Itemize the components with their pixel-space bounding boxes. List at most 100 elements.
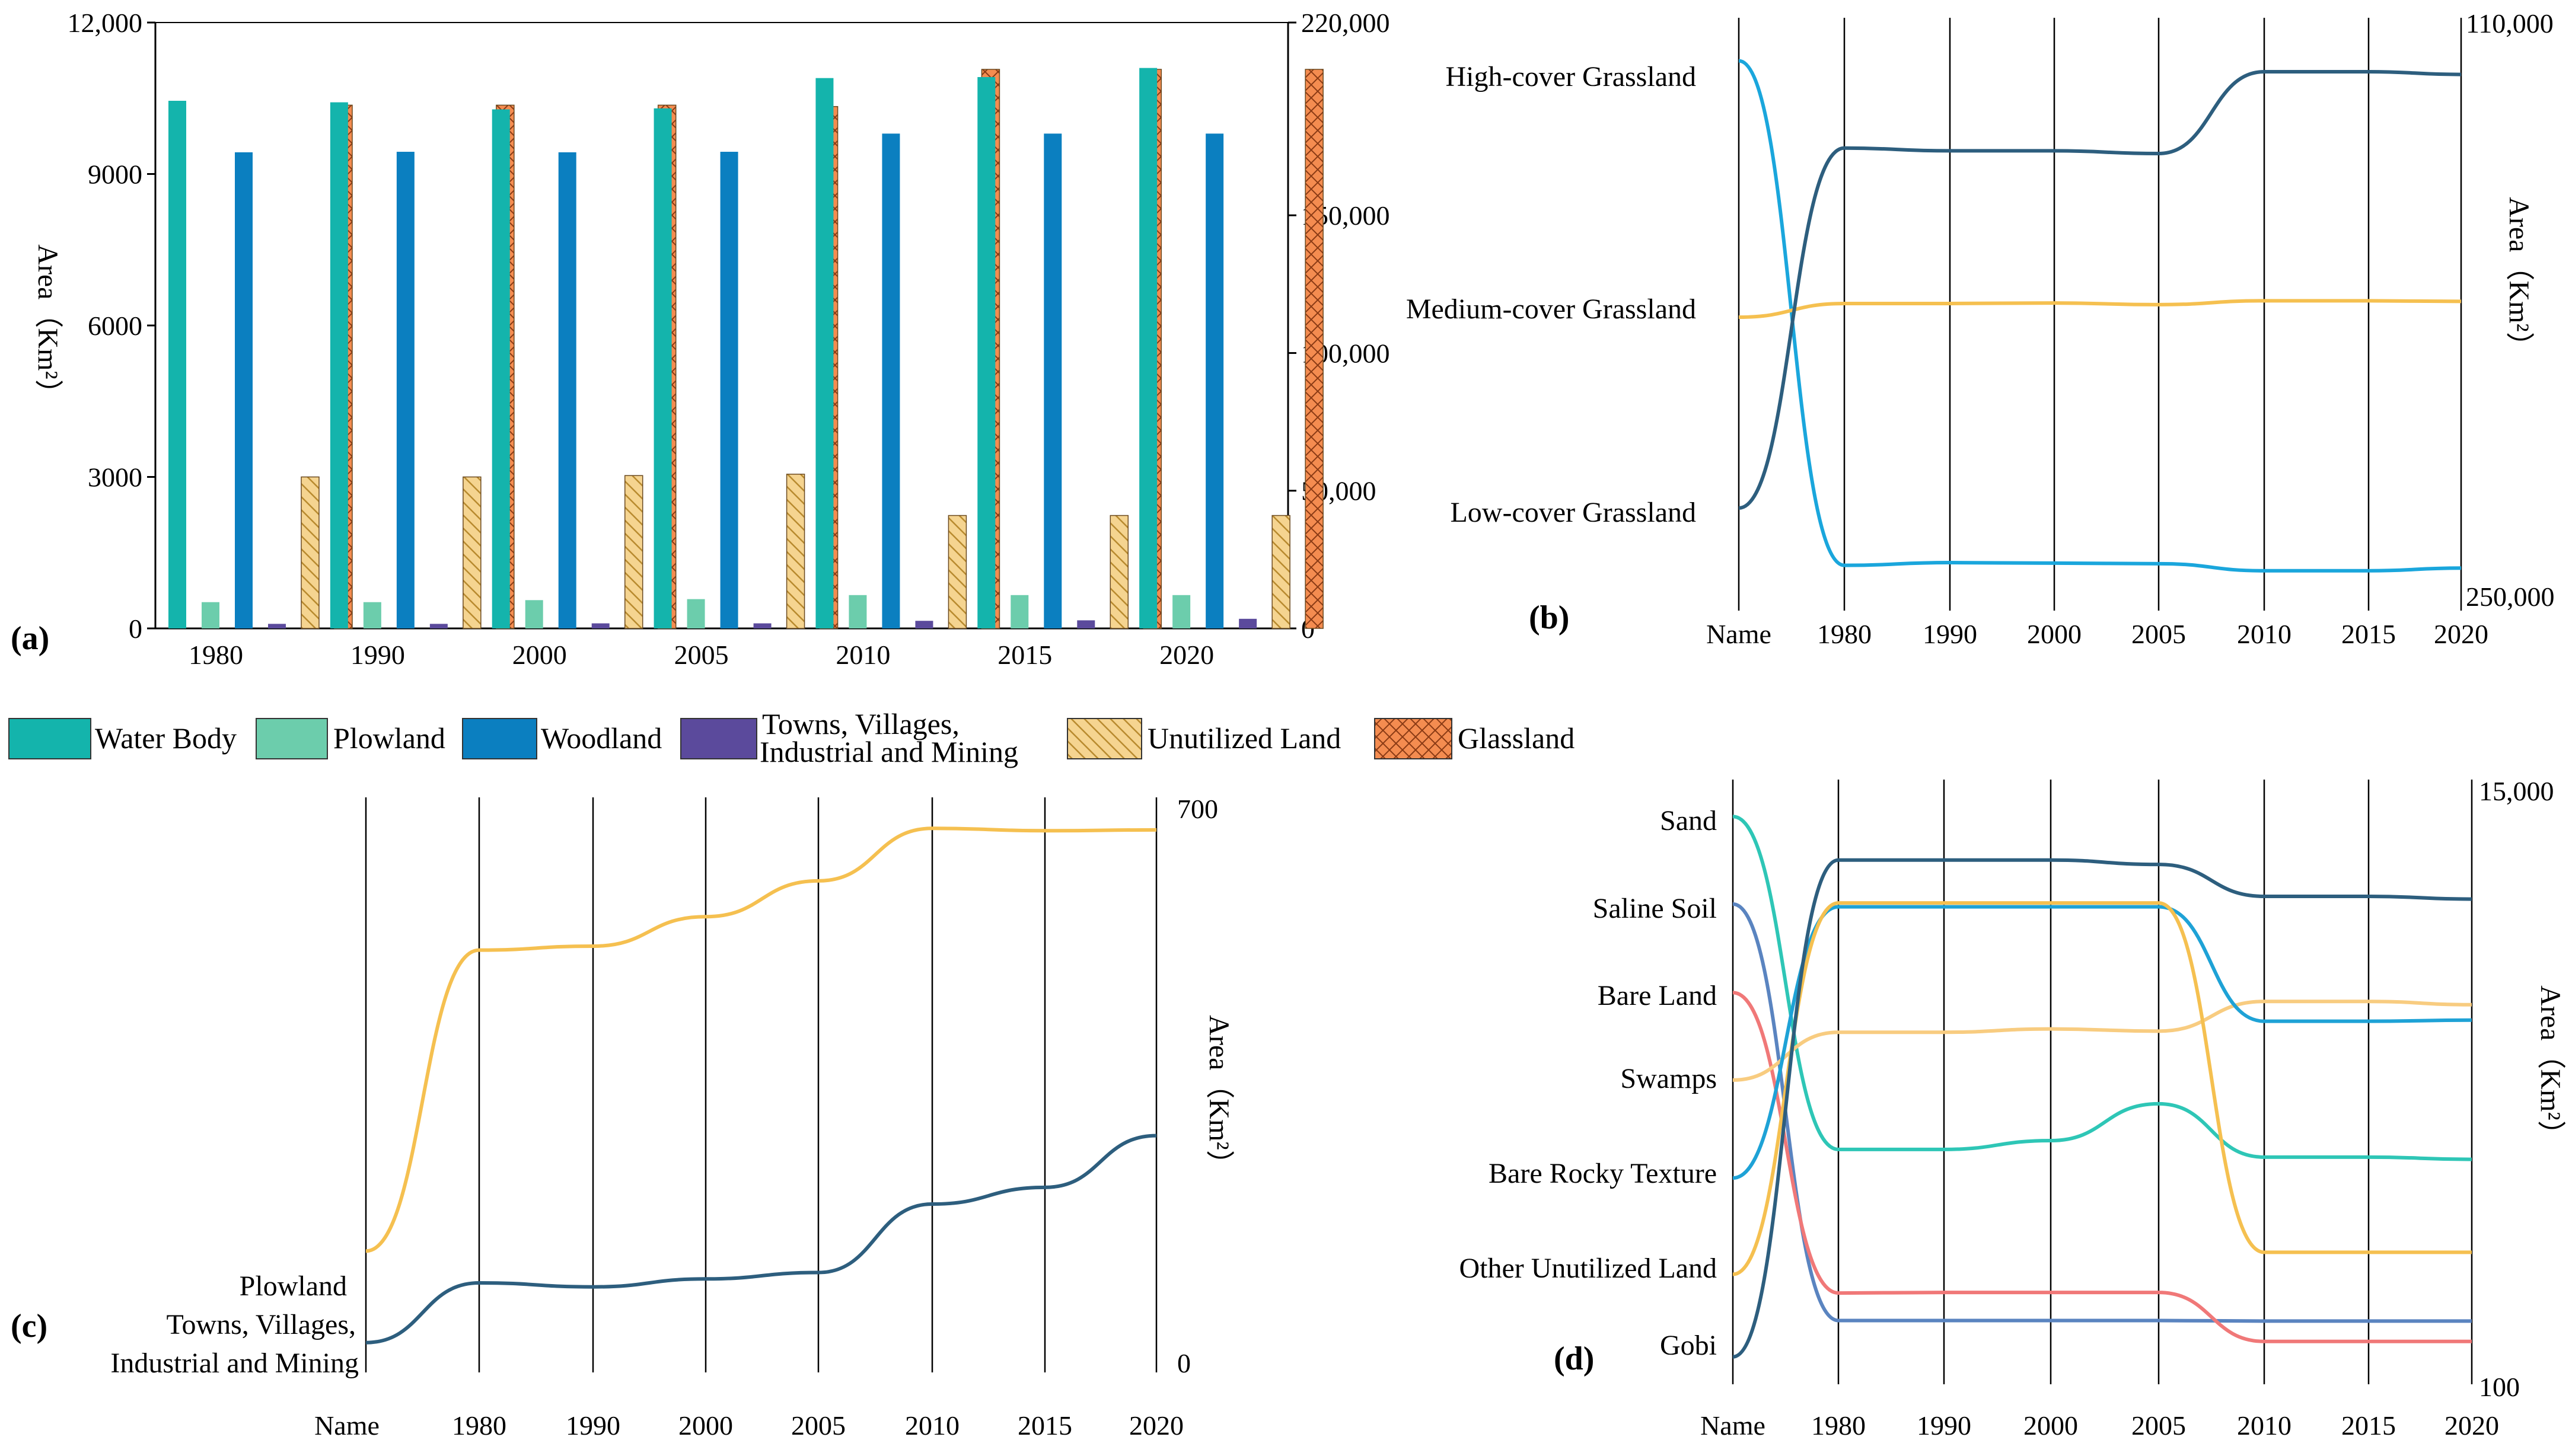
bar-woodland [558,152,576,629]
legend-label: Towns, Villages, [762,707,960,740]
series-line [365,1133,1157,1345]
bar-glassland [1305,69,1324,629]
x-tick-label: Name [1700,1410,1765,1441]
bar-water-body [654,108,672,629]
x-tick-label: 2020 [2444,1410,2499,1441]
panel-label-c: (c) [11,1308,47,1345]
series-label: Saline Soil [1593,893,1717,924]
x-tick-label: 2000 [678,1410,733,1441]
bar-woodland [235,152,253,629]
bar-woodland [1044,133,1062,628]
y-top-label: 700 [1177,794,1218,824]
series-line [1732,905,2472,1180]
bar-unutilized-land [786,474,805,629]
panel-label-d: (d) [1554,1340,1594,1377]
x-tick-label: 2015 [997,640,1052,670]
bar-towns [1239,618,1257,628]
x-tick-label: 2000 [2023,1410,2078,1441]
x-tick-label: 2005 [791,1410,846,1441]
y-axis-title: Area（Km²） [2503,197,2535,360]
bar-water-body [168,101,186,629]
bar-plowland [525,600,543,628]
bar-towns [1077,620,1095,628]
legend-swatch [680,718,757,759]
y-tick-label-left: 3000 [88,462,142,493]
x-tick-label: 2020 [2434,619,2488,649]
x-tick-label: 2005 [674,640,729,670]
x-tick-label: 2020 [1159,640,1214,670]
legend-label: Water Body [95,721,237,755]
bar-plowland [1172,595,1191,628]
y-axis-title: Area（Km²） [1203,1015,1235,1179]
series-line [365,826,1157,1253]
series-line [1738,69,2462,510]
series-label: Bare Rocky Texture [1489,1158,1717,1189]
bar-water-body [1139,68,1158,628]
bar-woodland [882,133,900,628]
x-tick-label: 1980 [1817,619,1872,649]
series-label: Other Unutilized Land [1459,1253,1717,1284]
legend-label: Plowland [333,721,445,755]
series-label: Low-cover Grassland [1450,497,1696,528]
series-label: High-cover Grassland [1445,61,1696,92]
series-label: Bare Land [1598,980,1717,1011]
series-label: Industrial and Mining [110,1348,359,1379]
series-label: Towns, Villages, [166,1309,356,1340]
x-tick-label: 2015 [1018,1410,1072,1441]
series-line [1738,299,2462,319]
x-tick-label: 2000 [512,640,567,670]
x-tick-label: 2010 [905,1410,960,1441]
legend: Water Body Plowland Woodland Towns, Village… [8,707,1575,768]
bar-towns [753,623,772,628]
y-tick-label-left: 9000 [88,159,142,190]
bar-towns [429,624,448,628]
series-line [1732,815,2472,1161]
bar-water-body [330,102,348,628]
legend-label: Glassland [1458,721,1575,755]
y-tick-label-left: 12,000 [68,8,143,38]
series-line [1738,59,2462,573]
bar-towns [915,621,933,628]
x-tick-label: 1990 [1917,1410,1971,1441]
series-line [1732,1000,2472,1082]
x-tick-label: Name [314,1410,380,1441]
x-tick-label: 2015 [2341,619,2396,649]
x-tick-label: 2010 [2237,619,2291,649]
legend-swatch [462,718,537,759]
y-bottom-label: 250,000 [2466,582,2555,612]
bar-plowland [1011,595,1029,628]
legend-label: Woodland [541,721,662,755]
panel-label-a: (a) [11,620,49,657]
bar-unutilized-land [463,476,482,629]
x-tick-label: 2010 [836,640,890,670]
bar-woodland [1206,133,1224,628]
x-tick-label: 2005 [2131,619,2186,649]
y-tick-label-left: 0 [129,614,142,644]
y-tick-label-right: 220,000 [1301,8,1390,38]
x-tick-label: 2000 [2027,619,2082,649]
y-bottom-label: 100 [2479,1372,2520,1402]
bar-unutilized-land [624,475,643,629]
series-line [1732,858,2472,1359]
legend-swatch [1067,718,1142,759]
bar-water-body [492,109,510,628]
x-tick-label: 1980 [1811,1410,1866,1441]
y-axis-title: Area（Km²） [2535,985,2566,1149]
panel-a-bar-chart: 030006000900012,000050,000100,000150,000… [11,8,1390,670]
legend-label: Unutilized Land [1148,721,1341,755]
bar-unutilized-land [948,515,967,629]
bar-plowland [363,602,381,628]
panel-b-line-chart: Name 1980 1990 2000 2005 2010 2015 2020 110,000 2… [1406,8,2555,649]
bar-unutilized-land [1110,515,1129,629]
bar-water-body [977,76,996,629]
panel-d-line-chart: Name 1980 1990 2000 2005 2010 2015 2020 15,000 10… [1459,776,2566,1441]
series-label: Sand [1660,805,1717,836]
legend-label: Industrial and Mining [760,735,1018,768]
x-tick-label: 2015 [2341,1410,2396,1441]
legend-swatch [8,718,91,759]
x-tick-label: 1990 [566,1410,620,1441]
x-tick-label: 1980 [452,1410,506,1441]
series-line [1732,902,2472,1323]
bar-woodland [720,152,738,628]
legend-swatch [256,718,328,759]
